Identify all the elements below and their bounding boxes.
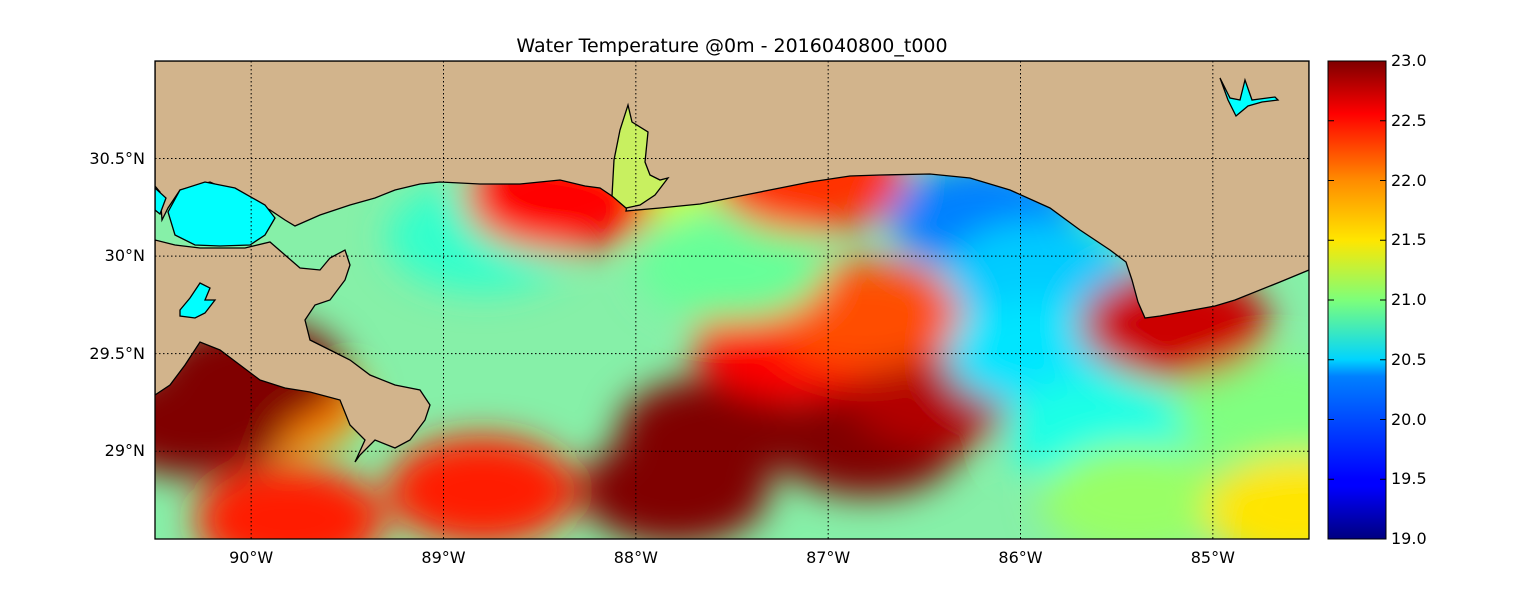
colorbar-label-6: 20.0 bbox=[1391, 409, 1427, 429]
lake-west-edge bbox=[155, 187, 167, 216]
colorbar-label-0: 23.0 bbox=[1391, 51, 1427, 70]
longitude-label-5: 85°W bbox=[1190, 548, 1235, 567]
temperature-field bbox=[155, 61, 1309, 539]
temperature-sample-16 bbox=[1175, 357, 1309, 468]
colorbar-label-8: 19.0 bbox=[1391, 529, 1427, 548]
colorbar-label-5: 20.5 bbox=[1391, 349, 1427, 369]
chart-title: Water Temperature @0m - 2016040800_t000 bbox=[516, 35, 948, 57]
longitude-label-1: 89°W bbox=[421, 548, 466, 567]
temperature-sample-1 bbox=[617, 376, 808, 487]
lake-northeast bbox=[1219, 77, 1280, 118]
latitude-label-3: 29°N bbox=[104, 441, 145, 461]
colorbar-label-7: 19.5 bbox=[1391, 469, 1427, 489]
latitude-label-1: 30°N bbox=[104, 246, 145, 266]
temperature-sample-15 bbox=[1040, 444, 1231, 539]
temperature-sample-7 bbox=[194, 464, 385, 539]
colorbar-label-2: 22.0 bbox=[1391, 170, 1427, 190]
graticule bbox=[155, 61, 1309, 539]
delta-land bbox=[155, 239, 431, 463]
colorbar bbox=[1327, 60, 1387, 540]
temperature-sample-6 bbox=[386, 435, 577, 539]
mobile-bay bbox=[611, 102, 670, 209]
latitude-label-0: 30.5°N bbox=[89, 148, 145, 168]
longitude-label-2: 88°W bbox=[613, 548, 658, 567]
temperature-sample-9 bbox=[637, 210, 827, 321]
colorbar-label-1: 22.5 bbox=[1391, 110, 1427, 130]
temperature-sample-17 bbox=[1204, 454, 1309, 539]
colorbar-label-3: 21.5 bbox=[1391, 230, 1427, 250]
longitude-label-3: 87°W bbox=[806, 548, 851, 567]
colorbar-label-4: 21.0 bbox=[1391, 290, 1427, 309]
colorbar-ticks bbox=[1328, 60, 1386, 540]
lake-small-west bbox=[179, 282, 217, 319]
latitude-label-2: 29.5°N bbox=[89, 343, 145, 363]
lake-pontchartrain bbox=[167, 181, 276, 247]
longitude-label-0: 90°W bbox=[229, 548, 274, 567]
longitude-label-4: 86°W bbox=[998, 548, 1043, 567]
map-frame bbox=[154, 60, 1310, 540]
